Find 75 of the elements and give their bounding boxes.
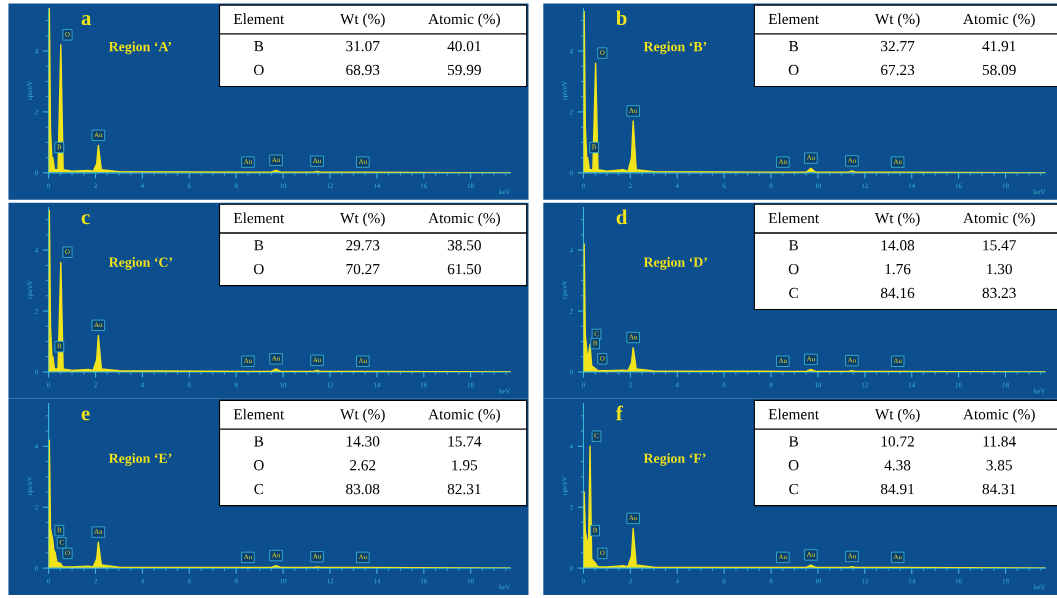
annotation: O [253,263,264,275]
annotation: 58.09 [982,64,1016,76]
annotation: 10.72 [881,436,914,447]
annotation: Element [233,212,285,224]
annotation: 59.99 [448,64,481,76]
annotation: a [81,15,92,26]
annotation: O [788,64,799,76]
annotation: 4.38 [884,460,911,471]
annotation: 38.50 [447,240,481,251]
annotation: 68.93 [346,64,380,76]
annotation: 61.50 [447,263,481,275]
annotation: 40.01 [447,40,481,52]
annotation: 84.31 [982,483,1016,495]
annotation: Element [768,13,819,25]
annotation: 11.84 [983,436,1016,447]
annotation: B [254,41,264,52]
annotation: Atomic (%) [963,13,1035,28]
annotation: Region ‘A’ [108,41,172,55]
annotation: O [788,460,799,471]
annotation: Atomic (%) [963,212,1035,227]
annotation: Wt (%) [874,408,920,423]
annotation: 31.07 [346,40,380,52]
annotation: 2.62 [350,460,376,471]
annotation: e [81,410,90,421]
annotation: 84.16 [880,287,915,299]
annotation: 67.23 [881,64,915,76]
annotation: 41.91 [982,40,1016,52]
annotation: 83.08 [346,483,380,495]
annotation: Wt (%) [340,212,385,227]
annotation: Atomic (%) [428,13,500,28]
annotation: B [788,240,798,251]
annotation: Atomic (%) [428,408,500,423]
annotation: Wt (%) [874,13,920,28]
annotation: d [616,209,628,225]
annotation: b [616,10,627,26]
annotation: Wt (%) [340,13,385,28]
annotation: 14.30 [346,436,380,447]
annotation: C [789,483,798,495]
annotation: Wt (%) [340,408,385,423]
annotation: c [81,214,90,225]
annotation: Element [768,212,819,224]
annotation: C [254,483,264,495]
annotation: 82.31 [447,483,481,495]
annotation: Element [768,408,819,420]
annotation: 83.23 [982,287,1016,299]
annotation: C [789,287,798,299]
annotation: Wt (%) [874,212,920,227]
annotation: O [253,64,264,76]
annotation: 70.27 [346,263,380,275]
annotation: 84.91 [880,483,914,495]
annotation: 15.47 [983,240,1016,251]
annotation: 1.30 [987,263,1012,275]
annotation: 14.08 [881,240,915,251]
annotation: B [254,436,264,447]
annotation: Region ‘E’ [108,453,172,466]
annotation: Region ‘F’ [643,453,706,466]
annotation: Atomic (%) [428,212,500,227]
annotation: 1.95 [452,460,478,471]
annotation: 3.85 [986,460,1012,471]
annotation: 29.73 [346,240,380,251]
annotation: Region ‘B’ [643,41,707,55]
annotation: 32.77 [881,40,915,52]
annotation: 1.76 [885,263,911,275]
annotation: B [254,240,264,251]
annotation: Region ‘C’ [108,257,173,270]
annotation: B [788,436,798,447]
annotation: O [253,460,264,471]
annotation: Atomic (%) [963,408,1035,423]
annotation: 15.74 [448,436,482,447]
annotation: f [615,405,623,421]
annotation: Element [233,408,285,420]
annotation: O [788,263,799,275]
annotation: Region ‘D’ [643,257,707,270]
annotation: Element [233,13,285,25]
annotation: B [788,41,798,52]
